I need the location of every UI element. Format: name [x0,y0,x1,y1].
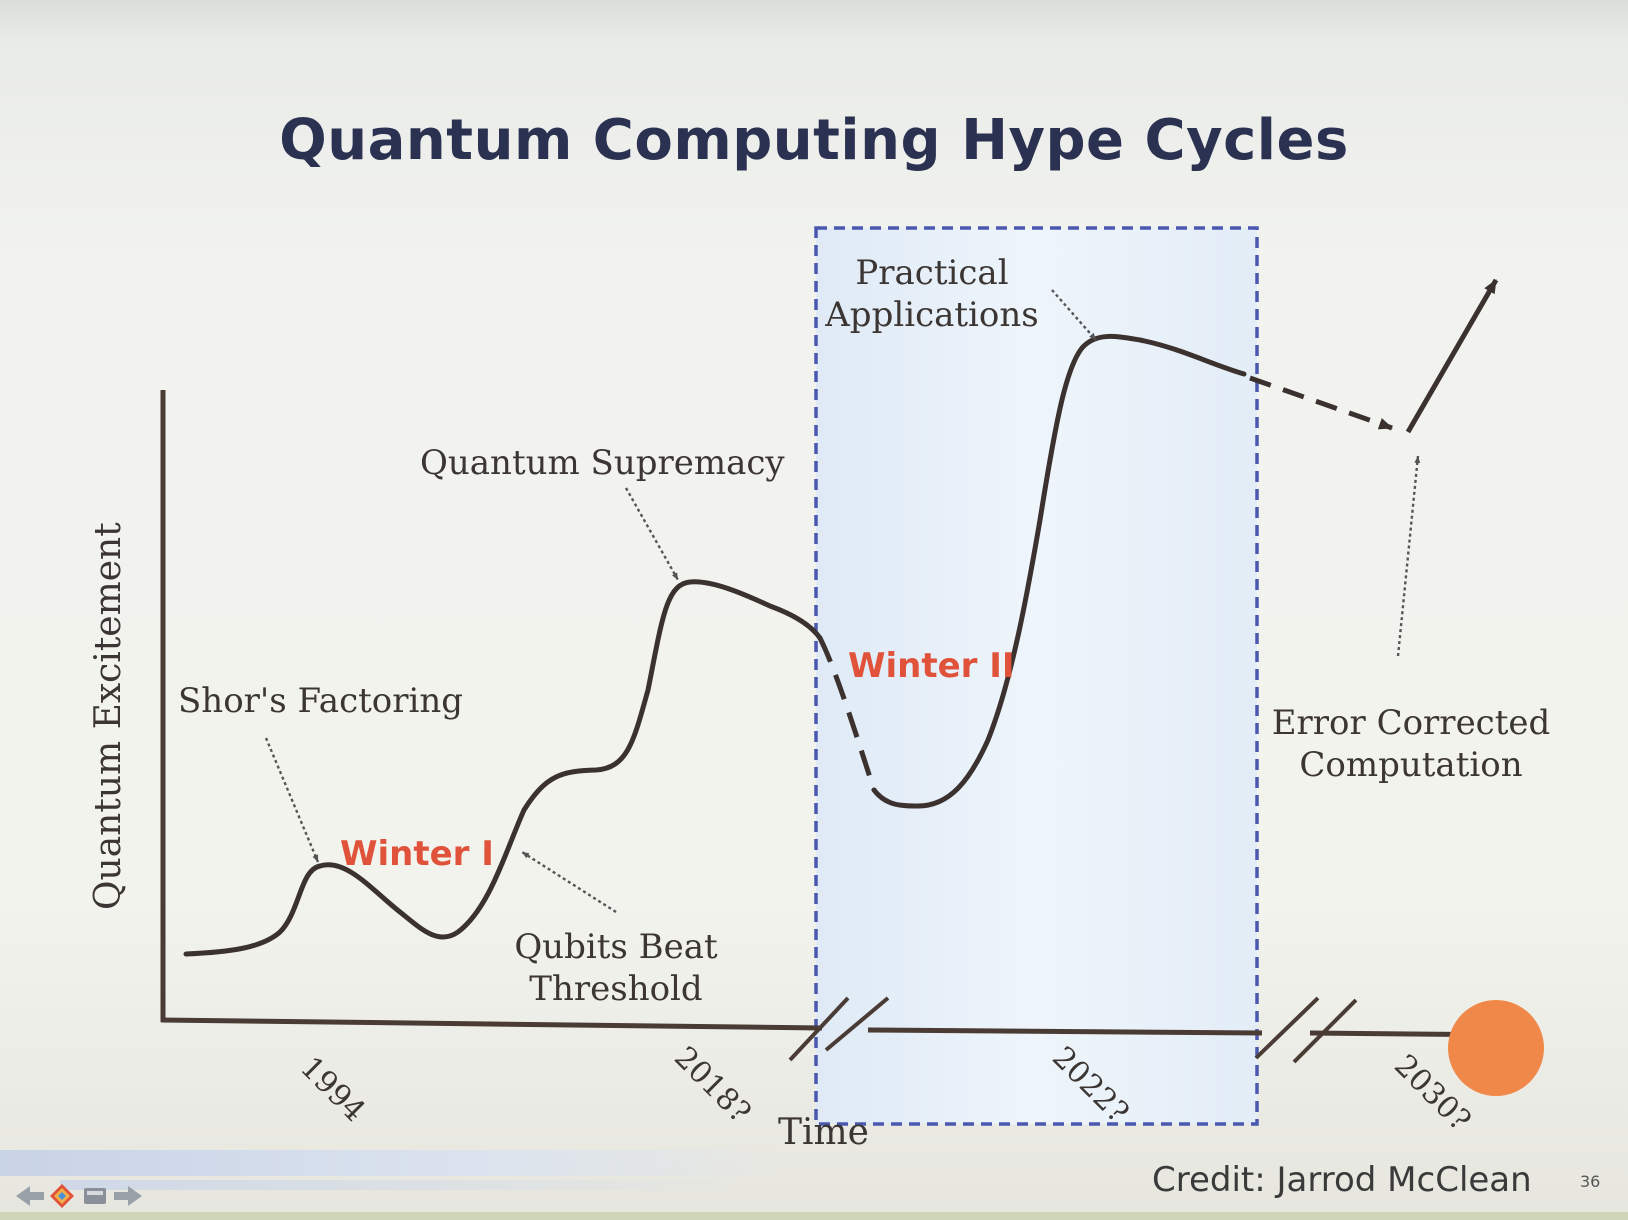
hype-curve-dashed-continuation [1249,375,1393,431]
label-quantum-supremacy: Quantum Supremacy [420,443,785,483]
x-axis-segment-2 [867,1027,1263,1036]
label-error-line-2: Computation [1299,745,1523,785]
axis-break-2 [1254,996,1358,1064]
axis-break-1 [788,996,890,1062]
pointer-supremacy [624,487,680,581]
label-error-corrected-computation: Error Corrected Computation [1266,702,1556,786]
label-practical-applications: Practical Applications [822,252,1042,336]
hype-curve-winter-2-dash [817,636,877,791]
home-icon[interactable] [50,1184,74,1208]
label-shors-factoring: Shor's Factoring [178,681,464,721]
label-error-line-1: Error Corrected [1271,703,1551,743]
y-axis-label: Quantum Excitement [88,522,129,910]
highlight-box [814,226,1259,1126]
slide-navigation [14,1178,144,1214]
pointer-practical [1051,289,1097,341]
footer-decoration-line [60,1180,740,1190]
slide-icon[interactable] [84,1188,106,1204]
label-practical-line-1: Practical [855,253,1009,293]
slide-title: Quantum Computing Hype Cycles [279,108,1349,173]
label-winter-2: Winter II [848,646,1015,686]
footer-decoration [0,1150,780,1176]
x-axis-label: Time [778,1112,869,1153]
label-qubits-beat-threshold: Qubits Beat Threshold [496,926,736,1010]
arrow-right-icon[interactable] [114,1186,142,1206]
label-winter-1: Winter I [340,834,494,874]
label-threshold-line-1: Qubits Beat [514,927,718,967]
hype-curve-part-1 [183,579,823,957]
error-corrected-rise-arrow [1405,278,1499,434]
future-dot [1448,1000,1544,1096]
credit-text: Credit: Jarrod McClean [1152,1160,1532,1200]
label-threshold-line-2: Threshold [529,969,703,1009]
bottom-strip [0,1212,1628,1220]
hype-curve-part-2 [871,333,1247,809]
page-number: 36 [1580,1172,1601,1191]
pointer-shors [264,737,320,863]
pointer-error-corrected [1396,455,1421,657]
pointer-threshold [521,850,617,914]
x-axis-segment-1 [160,1017,823,1031]
arrow-left-icon[interactable] [16,1186,44,1206]
label-practical-line-2: Applications [825,295,1039,335]
